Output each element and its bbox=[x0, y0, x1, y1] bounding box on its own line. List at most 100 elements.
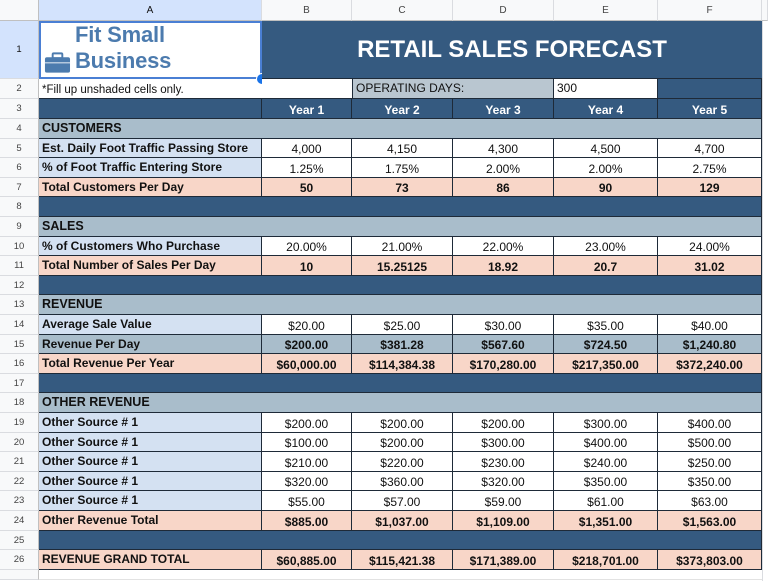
avg-sale-value-value[interactable]: $35.00 bbox=[554, 315, 658, 335]
row-header-14[interactable]: 14 bbox=[0, 315, 39, 335]
other-source-value[interactable]: $200.00 bbox=[262, 413, 352, 433]
total-sales-value[interactable]: 31.02 bbox=[658, 256, 762, 276]
row-header-27[interactable] bbox=[0, 570, 39, 580]
total-revenue-year-value[interactable]: $217,350.00 bbox=[554, 354, 658, 374]
other-source-value[interactable]: $400.00 bbox=[554, 433, 658, 452]
purchase-pct-value[interactable]: 22.00% bbox=[453, 237, 554, 256]
revenue-per-day-value[interactable]: $200.00 bbox=[262, 335, 352, 354]
other-source-value[interactable]: $350.00 bbox=[554, 472, 658, 491]
entering-pct-value[interactable]: 2.00% bbox=[554, 158, 658, 178]
operating-days-input[interactable]: 300 bbox=[554, 79, 658, 99]
revenue-per-day-value[interactable]: $381.28 bbox=[352, 335, 453, 354]
entering-pct-value[interactable]: 2.00% bbox=[453, 158, 554, 178]
other-source-value[interactable]: $320.00 bbox=[262, 472, 352, 491]
avg-sale-value-value[interactable]: $30.00 bbox=[453, 315, 554, 335]
other-source-value[interactable]: $360.00 bbox=[352, 472, 453, 491]
entering-pct-value[interactable]: 1.25% bbox=[262, 158, 352, 178]
purchase-pct-value[interactable]: 20.00% bbox=[262, 237, 352, 256]
entering-pct-value[interactable]: 2.75% bbox=[658, 158, 762, 178]
row-header-10[interactable]: 10 bbox=[0, 237, 39, 256]
avg-sale-value-value[interactable]: $20.00 bbox=[262, 315, 352, 335]
cell-a3[interactable] bbox=[39, 99, 262, 119]
total-customers-value[interactable]: 90 bbox=[554, 178, 658, 197]
other-source-value[interactable]: $57.00 bbox=[352, 491, 453, 511]
other-revenue-total-value[interactable]: $1,351.00 bbox=[554, 511, 658, 531]
other-source-value[interactable]: $61.00 bbox=[554, 491, 658, 511]
other-source-value[interactable]: $200.00 bbox=[352, 413, 453, 433]
entering-pct-value[interactable]: 1.75% bbox=[352, 158, 453, 178]
empty-row-27[interactable] bbox=[39, 570, 768, 580]
row-header-26[interactable]: 26 bbox=[0, 550, 39, 570]
row-header-7[interactable]: 7 bbox=[0, 178, 39, 197]
row-header-16[interactable]: 16 bbox=[0, 354, 39, 374]
row-header-11[interactable]: 11 bbox=[0, 256, 39, 276]
other-source-value[interactable]: $200.00 bbox=[453, 413, 554, 433]
total-revenue-year-value[interactable]: $170,280.00 bbox=[453, 354, 554, 374]
total-revenue-year-value[interactable]: $372,240.00 bbox=[658, 354, 762, 374]
row-header-5[interactable]: 5 bbox=[0, 139, 39, 158]
row-header-6[interactable]: 6 bbox=[0, 158, 39, 178]
column-header-b[interactable]: B bbox=[262, 0, 352, 21]
purchase-pct-value[interactable]: 21.00% bbox=[352, 237, 453, 256]
row-header-4[interactable]: 4 bbox=[0, 119, 39, 139]
foot-traffic-value[interactable]: 4,500 bbox=[554, 139, 658, 158]
grand-total-value[interactable]: $171,389.00 bbox=[453, 550, 554, 570]
row-header-2[interactable]: 2 bbox=[0, 79, 39, 99]
row-header-15[interactable]: 15 bbox=[0, 335, 39, 354]
purchase-pct-value[interactable]: 24.00% bbox=[658, 237, 762, 256]
logo-cell[interactable]: Fit Small Business bbox=[39, 21, 262, 79]
revenue-per-day-value[interactable]: $1,240.80 bbox=[658, 335, 762, 354]
grand-total-value[interactable]: $115,421.38 bbox=[352, 550, 453, 570]
total-customers-value[interactable]: 86 bbox=[453, 178, 554, 197]
total-revenue-year-value[interactable]: $114,384.38 bbox=[352, 354, 453, 374]
other-source-value[interactable]: $300.00 bbox=[453, 433, 554, 452]
other-source-value[interactable]: $240.00 bbox=[554, 452, 658, 472]
row-header-1[interactable]: 1 bbox=[0, 21, 39, 79]
column-header-f[interactable]: F bbox=[658, 0, 762, 21]
row-header-20[interactable]: 20 bbox=[0, 433, 39, 452]
total-sales-value[interactable]: 10 bbox=[262, 256, 352, 276]
other-revenue-total-value[interactable]: $1,563.00 bbox=[658, 511, 762, 531]
foot-traffic-value[interactable]: 4,150 bbox=[352, 139, 453, 158]
row-header-17[interactable]: 17 bbox=[0, 374, 39, 393]
other-source-value[interactable]: $320.00 bbox=[453, 472, 554, 491]
row-header-24[interactable]: 24 bbox=[0, 511, 39, 531]
cell-b2[interactable] bbox=[262, 79, 352, 99]
total-sales-value[interactable]: 18.92 bbox=[453, 256, 554, 276]
other-source-value[interactable]: $300.00 bbox=[554, 413, 658, 433]
row-header-19[interactable]: 19 bbox=[0, 413, 39, 433]
other-revenue-total-value[interactable]: $885.00 bbox=[262, 511, 352, 531]
other-source-value[interactable]: $400.00 bbox=[658, 413, 762, 433]
other-source-value[interactable]: $200.00 bbox=[352, 433, 453, 452]
total-customers-value[interactable]: 129 bbox=[658, 178, 762, 197]
other-source-value[interactable]: $350.00 bbox=[658, 472, 762, 491]
column-header-c[interactable]: C bbox=[352, 0, 453, 21]
other-source-value[interactable]: $250.00 bbox=[658, 452, 762, 472]
grand-total-value[interactable]: $60,885.00 bbox=[262, 550, 352, 570]
row-header-25[interactable]: 25 bbox=[0, 531, 39, 550]
foot-traffic-value[interactable]: 4,300 bbox=[453, 139, 554, 158]
select-all-corner[interactable] bbox=[0, 0, 39, 21]
total-sales-value[interactable]: 20.7 bbox=[554, 256, 658, 276]
row-header-12[interactable]: 12 bbox=[0, 276, 39, 295]
foot-traffic-value[interactable]: 4,700 bbox=[658, 139, 762, 158]
purchase-pct-value[interactable]: 23.00% bbox=[554, 237, 658, 256]
other-source-value[interactable]: $500.00 bbox=[658, 433, 762, 452]
row-header-21[interactable]: 21 bbox=[0, 452, 39, 472]
avg-sale-value-value[interactable]: $40.00 bbox=[658, 315, 762, 335]
row-header-13[interactable]: 13 bbox=[0, 295, 39, 315]
revenue-per-day-value[interactable]: $724.50 bbox=[554, 335, 658, 354]
cell-f2[interactable] bbox=[658, 79, 762, 99]
row-header-23[interactable]: 23 bbox=[0, 491, 39, 511]
other-revenue-total-value[interactable]: $1,037.00 bbox=[352, 511, 453, 531]
foot-traffic-value[interactable]: 4,000 bbox=[262, 139, 352, 158]
row-header-18[interactable]: 18 bbox=[0, 393, 39, 413]
other-source-value[interactable]: $230.00 bbox=[453, 452, 554, 472]
revenue-per-day-value[interactable]: $567.60 bbox=[453, 335, 554, 354]
other-source-value[interactable]: $59.00 bbox=[453, 491, 554, 511]
row-header-9[interactable]: 9 bbox=[0, 217, 39, 237]
other-source-value[interactable]: $55.00 bbox=[262, 491, 352, 511]
total-sales-value[interactable]: 15.25125 bbox=[352, 256, 453, 276]
other-source-value[interactable]: $63.00 bbox=[658, 491, 762, 511]
total-customers-value[interactable]: 73 bbox=[352, 178, 453, 197]
